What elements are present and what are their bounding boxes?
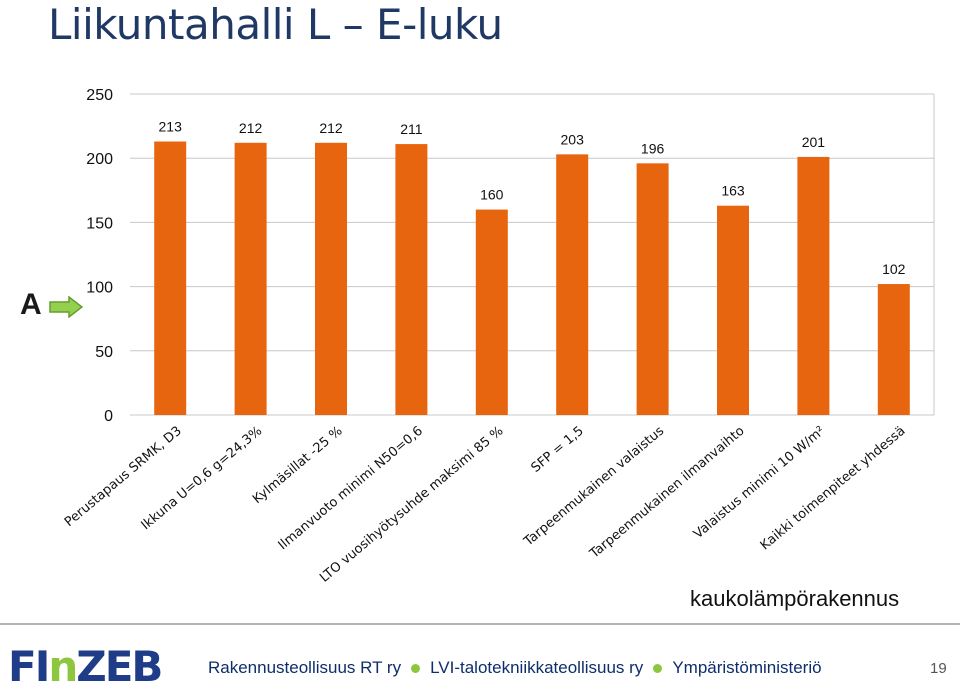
bar-chart: 0 50 100 150 200 250 213 212 212 211 160 203 196 163… <box>62 87 935 586</box>
bar <box>154 141 187 415</box>
value-labels: 213 212 212 211 160 203 196 163 201 102 <box>159 119 906 278</box>
bar-value-label: 211 <box>400 121 423 137</box>
footer-org: Rakennusteollisuus RT ry <box>208 658 402 677</box>
bar-value-label: 212 <box>239 120 263 136</box>
y-tick-label: 0 <box>104 408 113 425</box>
footer-divider <box>0 623 960 625</box>
finzeb-logo: FInZEB <box>8 645 163 685</box>
x-tick-label: Kaikki toimenpiteet yhdessä <box>758 424 909 554</box>
x-tick-label: Valaistus minimi 10 W/m² <box>691 424 828 542</box>
bar-value-label: 201 <box>802 134 826 150</box>
bar <box>234 142 267 416</box>
x-tick-label: SFP = 1,5 <box>529 424 587 476</box>
x-tick-label: Tarpeenmukainen valaistus <box>521 423 668 550</box>
bullet-dot-icon <box>411 663 421 673</box>
svg-text:FInZEB: FInZEB <box>8 645 161 685</box>
energy-class-label: A <box>20 288 42 321</box>
bar <box>395 144 428 416</box>
bar-value-label: 212 <box>319 120 343 136</box>
bar-value-label: 213 <box>159 119 183 135</box>
bar <box>797 156 830 415</box>
x-tick-label: Tarpeenmukainen ilmanvaihto <box>587 424 748 563</box>
bar-value-label: 196 <box>641 140 665 156</box>
bar <box>636 163 669 415</box>
footer-org: LVI-talotekniikkateollisuus ry <box>430 658 644 677</box>
bars <box>154 141 910 416</box>
building-type-label: kaukolämpörakennus <box>690 586 900 611</box>
bar-value-label: 102 <box>882 261 906 277</box>
bar <box>475 209 508 415</box>
x-tick-label: Ilmanvuoto minimi N50=0,6 <box>276 424 426 554</box>
bullet-dot-icon <box>653 663 663 673</box>
arrow-right-icon <box>49 296 83 318</box>
y-tick-label: 200 <box>86 151 113 168</box>
footer-org: Ympäristöministeriö <box>672 658 822 677</box>
footer-organizations: Rakennusteollisuus RT ry LVI-talotekniik… <box>208 658 822 678</box>
y-tick-label: 250 <box>86 87 113 104</box>
bar-value-label: 163 <box>721 183 745 199</box>
page-number: 19 <box>930 660 947 677</box>
bar <box>556 154 589 415</box>
y-tick-label: 50 <box>95 344 113 361</box>
bar <box>315 142 347 416</box>
bar <box>717 205 749 415</box>
page-title: Liikuntahalli L – E-luku <box>48 0 503 49</box>
y-tick-label: 100 <box>86 280 113 297</box>
x-tick-label: LTO vuosihyötysuhde maksimi 85 % <box>317 424 506 586</box>
y-axis-ticks: 0 50 100 150 200 250 <box>86 87 113 425</box>
bar-value-label: 160 <box>480 187 504 203</box>
bar-value-label: 203 <box>561 131 585 147</box>
bar <box>877 284 910 415</box>
y-tick-label: 150 <box>86 215 113 232</box>
